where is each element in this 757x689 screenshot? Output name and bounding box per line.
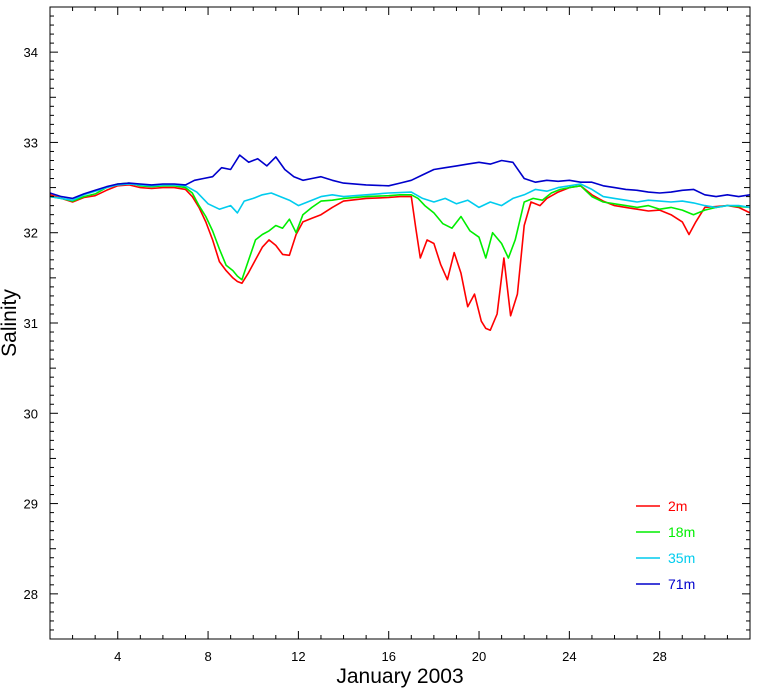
y-tick-label: 31 (24, 316, 38, 331)
x-tick-label: 16 (381, 649, 395, 664)
x-axis: 4 8 12 16 20 24 28 (49, 7, 751, 664)
y-tick-label: 30 (24, 406, 38, 421)
legend-label-71m: 71m (668, 576, 695, 592)
x-tick-label: 8 (204, 649, 211, 664)
series-line-18m (49, 182, 751, 281)
y-axis: 28 29 30 31 32 33 34 (24, 6, 750, 640)
series-line-71m (49, 154, 751, 200)
y-tick-label: 33 (24, 135, 38, 150)
x-axis-title: January 2003 (336, 665, 463, 688)
x-tick-label: 4 (114, 649, 121, 664)
legend-label-35m: 35m (668, 550, 695, 566)
x-tick-label: 24 (562, 649, 576, 664)
legend: 2m 18m 35m 71m (636, 498, 695, 592)
x-tick-label: 12 (291, 649, 305, 664)
y-axis-title: Salinity (0, 289, 21, 357)
y-tick-label: 34 (24, 45, 38, 60)
y-tick-label: 28 (24, 587, 38, 602)
x-tick-label: 20 (472, 649, 486, 664)
series-layer (49, 154, 751, 332)
y-tick-label: 29 (24, 497, 38, 512)
legend-label-2m: 2m (668, 498, 687, 514)
series-line-2m (49, 184, 751, 332)
legend-label-18m: 18m (668, 524, 695, 540)
y-tick-label: 32 (24, 226, 38, 241)
series-line-35m (49, 183, 751, 214)
x-tick-label: 28 (652, 649, 666, 664)
